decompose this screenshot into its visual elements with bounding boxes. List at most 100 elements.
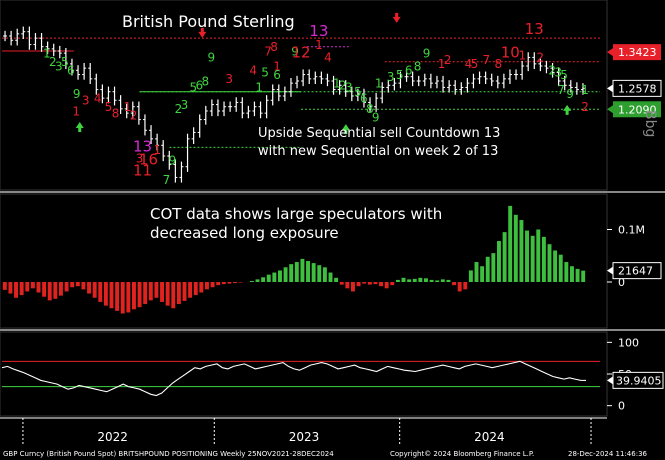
cot-bar	[435, 280, 440, 282]
sequential-count-label: 4	[94, 91, 102, 105]
cot-bar	[350, 282, 355, 292]
cot-bar	[53, 282, 58, 299]
cot-bar	[452, 282, 457, 286]
cot-bar	[255, 279, 260, 282]
cot-bar	[8, 282, 13, 294]
sequential-count-label: 3	[136, 151, 144, 165]
sequential-count-label: 2	[548, 64, 556, 78]
sequential-count-label: 8	[112, 106, 120, 120]
cot-bar	[564, 262, 569, 282]
sequential-count-label: 13	[133, 138, 152, 156]
cot-tick-label: 0	[618, 276, 625, 289]
cot-tick-label: 0.1M	[618, 224, 645, 237]
cot-bar	[199, 282, 204, 293]
sequential-count-label: 13	[309, 22, 328, 40]
price-bar	[562, 75, 567, 91]
cot-bar	[547, 244, 552, 282]
indicator-value-box	[612, 371, 664, 389]
cot-bar	[541, 236, 546, 282]
price-bar	[434, 75, 439, 89]
cot-bar	[367, 282, 372, 285]
cot-bar	[143, 282, 148, 305]
price-bar	[477, 71, 482, 84]
cot-bar	[317, 265, 322, 282]
price-bar	[76, 65, 81, 80]
cot-bar	[92, 282, 97, 298]
x-axis-year-label: 2022	[97, 430, 128, 444]
sequential-count-label: 5	[190, 81, 198, 95]
sequential-count-label: 9	[372, 111, 380, 125]
price-bar	[118, 95, 123, 114]
sequential-count-label: 8	[270, 40, 278, 54]
sequential-count-label: 3	[225, 72, 233, 86]
cot-annotation-line2: decreased long exposure	[150, 224, 339, 242]
price-bar	[57, 45, 62, 59]
cot-bar	[306, 261, 311, 282]
price-bar	[507, 69, 512, 84]
cot-bar	[362, 282, 367, 284]
sequential-count-label: 3	[181, 98, 189, 112]
cot-bar	[339, 282, 344, 285]
price-bar	[483, 71, 488, 84]
cot-bar	[508, 205, 513, 282]
price-label-box	[613, 44, 661, 61]
cot-bar	[525, 230, 530, 282]
sequential-count-label: 5	[396, 68, 404, 82]
price-bar	[495, 75, 500, 89]
cot-bar	[300, 258, 305, 282]
sequential-count-label: 4	[249, 64, 257, 78]
price-bar	[45, 41, 50, 54]
cot-bar	[182, 282, 187, 301]
cot-bar	[412, 278, 417, 282]
cot-bar	[42, 282, 47, 297]
cot-bar	[379, 282, 384, 287]
cot-bar	[294, 262, 299, 282]
cot-bar	[227, 282, 232, 284]
price-bar	[69, 58, 74, 76]
cot-bar	[575, 268, 580, 282]
price-bar	[3, 30, 8, 42]
cot-bar	[536, 229, 541, 282]
sequential-count-label: 1	[154, 143, 162, 157]
price-bar	[295, 75, 300, 89]
price-bar	[514, 69, 519, 80]
price-bar	[222, 101, 227, 117]
price-bar	[100, 84, 105, 104]
price-bar	[386, 80, 391, 93]
indicator-value-pointer	[607, 376, 613, 385]
bloomberg-side-label: Bbg	[642, 110, 658, 137]
price-bar	[258, 101, 263, 119]
sequential-count-label: 8	[201, 74, 209, 88]
sequential-count-label: 1	[518, 49, 526, 63]
cot-bar	[513, 214, 518, 282]
price-bar	[368, 97, 373, 112]
cot-bar	[131, 282, 136, 310]
sequential-count-label: 6	[405, 64, 413, 78]
price-label-pointer	[607, 105, 613, 114]
price-bar	[428, 73, 433, 89]
price-bar	[301, 69, 306, 87]
price-panel	[0, 0, 608, 191]
cot-bar	[193, 282, 198, 296]
price-bar	[550, 63, 555, 78]
sequential-count-label: 3	[387, 70, 395, 84]
footer-timestamp: 28-Dec-2024 11:46:36	[568, 450, 648, 458]
cot-bar	[553, 250, 558, 282]
cot-bar	[446, 279, 451, 282]
price-annotation-line2: with new Sequential on week 2 of 13	[258, 144, 498, 159]
price-bar	[39, 33, 44, 52]
sequential-count-label: 2	[536, 51, 544, 65]
price-bar	[21, 26, 26, 39]
cot-bar	[126, 282, 131, 313]
sequential-count-label: 9	[566, 87, 574, 101]
sequential-count-label: 6	[360, 91, 368, 105]
price-bar	[380, 82, 385, 104]
price-bar	[313, 71, 318, 84]
price-bar	[9, 30, 14, 46]
price-bar	[361, 88, 366, 108]
cot-bar	[165, 282, 170, 306]
price-bar	[325, 73, 330, 87]
price-bar	[532, 52, 537, 69]
